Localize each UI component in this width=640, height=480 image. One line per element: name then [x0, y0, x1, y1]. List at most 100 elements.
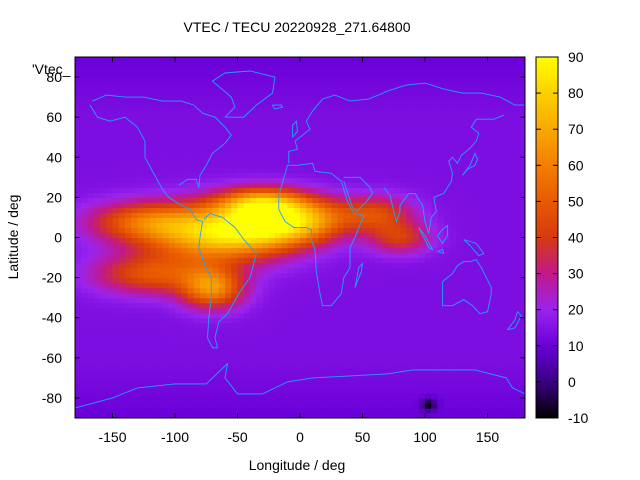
- heatmap-cell: [75, 222, 82, 229]
- heatmap-cell: [487, 342, 495, 349]
- heatmap-cell: [487, 242, 495, 249]
- heatmap-cell: [206, 292, 214, 299]
- heatmap-cell: [131, 382, 139, 389]
- heatmap-cell: [100, 122, 107, 128]
- heatmap-cell: [181, 147, 189, 153]
- heatmap-cell: [306, 262, 314, 269]
- heatmap-cell: [281, 337, 289, 344]
- heatmap-cell: [256, 182, 264, 188]
- heatmap-cell: [156, 312, 164, 319]
- heatmap-cell: [231, 137, 239, 143]
- heatmap-cell: [337, 212, 345, 219]
- heatmap-cell: [393, 382, 401, 389]
- heatmap-cell: [156, 257, 164, 264]
- heatmap-cell: [375, 217, 382, 224]
- heatmap-cell: [200, 217, 207, 224]
- heatmap-cell: [237, 182, 245, 188]
- heatmap-cell: [300, 202, 307, 209]
- heatmap-cell: [218, 312, 226, 319]
- heatmap-cell: [275, 302, 282, 309]
- heatmap-cell: [206, 282, 214, 289]
- heatmap-cell: [193, 327, 201, 334]
- heatmap-cell: [375, 227, 382, 234]
- heatmap-cell: [75, 337, 82, 344]
- heatmap-cell: [225, 317, 232, 324]
- heatmap-cell: [343, 257, 351, 264]
- heatmap-cell: [418, 117, 426, 123]
- heatmap-cell: [150, 207, 157, 214]
- heatmap-cell: [293, 172, 301, 178]
- heatmap-cell: [212, 167, 220, 173]
- heatmap-cell: [243, 277, 251, 284]
- heatmap-cell: [225, 402, 232, 409]
- heatmap-cell: [306, 347, 314, 354]
- heatmap-cell: [225, 367, 232, 374]
- heatmap-cell: [181, 132, 189, 138]
- heatmap-cell: [156, 197, 164, 203]
- heatmap-cell: [187, 377, 195, 384]
- heatmap-cell: [500, 402, 507, 409]
- heatmap-cell: [275, 262, 282, 269]
- heatmap-cell: [125, 77, 132, 83]
- heatmap-cell: [250, 407, 257, 414]
- heatmap-cell: [206, 357, 214, 364]
- heatmap-cell: [318, 227, 326, 234]
- heatmap-cell: [312, 292, 320, 299]
- heatmap-cell: [500, 387, 507, 394]
- heatmap-cell: [400, 267, 407, 274]
- heatmap-cell: [150, 217, 157, 224]
- heatmap-cell: [143, 217, 151, 224]
- heatmap-cell: [175, 357, 182, 364]
- heatmap-cell: [175, 377, 182, 384]
- heatmap-cell: [318, 172, 326, 178]
- heatmap-cell: [162, 207, 170, 214]
- heatmap-cell: [81, 192, 89, 198]
- heatmap-cell: [356, 137, 364, 143]
- heatmap-cell: [406, 147, 414, 153]
- heatmap-cell: [300, 167, 307, 173]
- heatmap-cell: [137, 372, 145, 379]
- heatmap-cell: [268, 117, 276, 123]
- heatmap-cell: [262, 202, 270, 209]
- heatmap-cell: [187, 407, 195, 414]
- heatmap-cell: [256, 147, 264, 153]
- heatmap-cell: [281, 107, 289, 113]
- heatmap-cell: [156, 282, 164, 289]
- heatmap-cell: [162, 67, 170, 73]
- heatmap-cell: [87, 302, 95, 309]
- heatmap-cell: [337, 272, 345, 279]
- heatmap-cell: [393, 352, 401, 359]
- heatmap-cell: [131, 212, 139, 219]
- heatmap-cell: [193, 267, 201, 274]
- heatmap-cell: [443, 392, 451, 399]
- heatmap-cell: [93, 247, 101, 254]
- heatmap-cell: [312, 242, 320, 249]
- heatmap-cell: [106, 332, 114, 339]
- heatmap-cell: [493, 137, 501, 143]
- heatmap-cell: [212, 67, 220, 73]
- heatmap-cell: [218, 182, 226, 188]
- heatmap-cell: [481, 402, 489, 409]
- heatmap-cell: [131, 202, 139, 209]
- heatmap-cell: [506, 277, 514, 284]
- heatmap-cell: [225, 167, 232, 173]
- heatmap-cell: [331, 327, 339, 334]
- heatmap-cell: [218, 237, 226, 244]
- heatmap-cell: [362, 112, 370, 118]
- heatmap-cell: [493, 167, 501, 173]
- heatmap-cell: [331, 387, 339, 394]
- heatmap-cell: [175, 267, 182, 274]
- heatmap-cell: [356, 112, 364, 118]
- heatmap-cell: [400, 387, 407, 394]
- heatmap-cell: [418, 412, 426, 418]
- heatmap-cell: [375, 102, 382, 108]
- heatmap-cell: [106, 267, 114, 274]
- heatmap-cell: [487, 307, 495, 314]
- heatmap-cell: [81, 252, 89, 259]
- heatmap-cell: [406, 257, 414, 264]
- heatmap-cell: [475, 137, 482, 143]
- heatmap-cell: [250, 397, 257, 404]
- heatmap-cell: [225, 187, 232, 193]
- heatmap-cell: [181, 382, 189, 389]
- heatmap-cell: [506, 332, 514, 339]
